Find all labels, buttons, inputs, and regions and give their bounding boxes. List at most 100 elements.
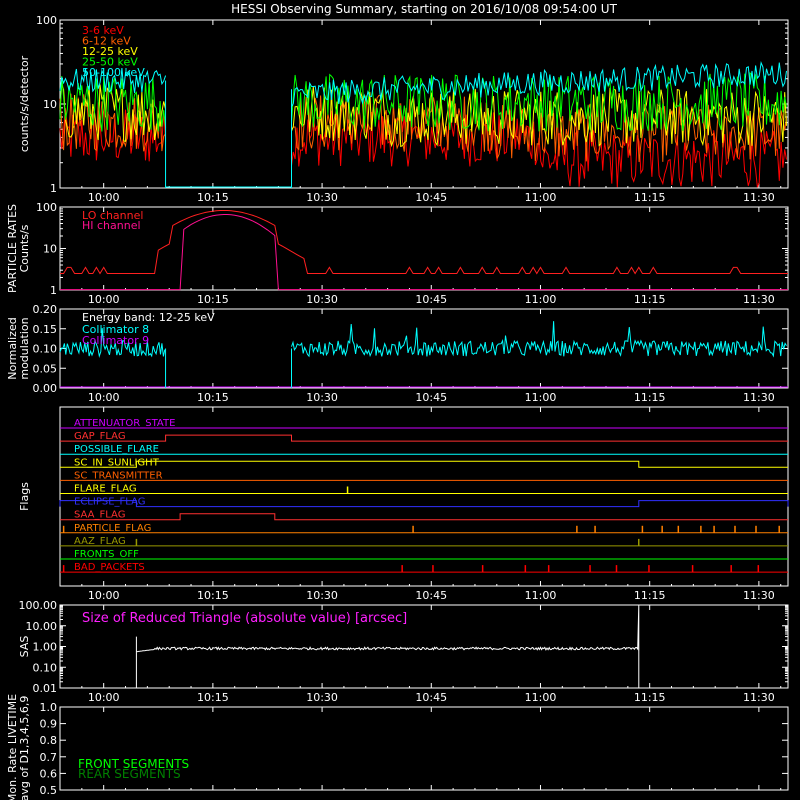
particle-lo-line <box>60 210 788 275</box>
time-tick-label: 11:00 <box>525 391 557 404</box>
time-tick-label: 10:45 <box>415 293 447 306</box>
time-tick-label: 10:30 <box>306 191 338 204</box>
time-tick-label: 10:30 <box>306 691 338 704</box>
y-tick-label: 0.01 <box>33 682 58 695</box>
y-tick-label: 0.8 <box>40 734 58 747</box>
time-tick-label: 11:30 <box>743 293 775 306</box>
time-tick-label: 10:00 <box>88 691 120 704</box>
flag-label: GAP_FLAG <box>74 431 126 442</box>
time-tick-label: 11:30 <box>743 191 775 204</box>
y-tick-label: 0.7 <box>40 751 58 764</box>
flag-label: PARTICLE_FLAG <box>74 523 151 534</box>
flag-line <box>60 460 788 468</box>
time-tick-label: 11:30 <box>743 589 775 602</box>
y-axis-label: counts/s/detector <box>18 55 31 152</box>
flag-label: SC_TRANSMITTER <box>74 470 163 481</box>
time-tick-label: 11:15 <box>634 691 666 704</box>
time-tick-label: 10:45 <box>415 691 447 704</box>
time-tick-label: 10:15 <box>197 191 229 204</box>
panel-frame <box>59 206 789 291</box>
flag-label: AAZ_FLAG <box>74 536 126 547</box>
time-tick-label: 11:15 <box>634 191 666 204</box>
modulation-legend-entry: Collimator 9 <box>82 334 149 347</box>
y-tick-label: 1.0 <box>40 701 58 714</box>
flag-label: FRONTS_OFF <box>74 549 139 560</box>
flag-label: POSSIBLE_FLARE <box>74 444 159 455</box>
y-axis-label-line2: Counts/s <box>18 224 31 272</box>
y-axis-label: Normalized <box>6 317 19 379</box>
flag-label: SAA_FLAG <box>74 510 125 521</box>
y-axis-label: SAS <box>18 636 31 658</box>
flag-label: ATTENUATOR_STATE <box>74 418 175 429</box>
time-tick-label: 10:00 <box>88 293 120 306</box>
y-tick-label: 100.00 <box>19 599 58 612</box>
time-tick-label: 11:30 <box>743 691 775 704</box>
y-tick-label: 1 <box>50 182 57 195</box>
y-tick-label: 0.05 <box>33 362 58 375</box>
sas-annotation: Size of Reduced Triangle (absolute value… <box>82 611 407 626</box>
collimator-8-line <box>59 321 787 358</box>
time-tick-label: 10:15 <box>197 391 229 404</box>
particle-legend-entry: HI channel <box>82 219 141 232</box>
time-tick-label: 11:15 <box>634 391 666 404</box>
modulation-annotation: Energy band: 12-25 keV <box>82 311 215 324</box>
y-tick-label: 10 <box>43 98 57 111</box>
time-tick-label: 10:30 <box>306 293 338 306</box>
time-tick-label: 10:45 <box>415 589 447 602</box>
flag-label: BAD_PACKETS <box>74 562 145 573</box>
time-tick-label: 10:45 <box>415 391 447 404</box>
y-tick-label: 0.10 <box>33 343 58 356</box>
time-tick-label: 10:15 <box>197 589 229 602</box>
y-tick-label: 10.00 <box>26 620 58 633</box>
panel-frame <box>59 706 789 791</box>
time-tick-label: 11:00 <box>525 691 557 704</box>
y-axis-label: Flags <box>18 482 31 511</box>
y-tick-label: 0.9 <box>40 718 58 731</box>
livetime-legend-entry: REAR SEGMENTS <box>78 767 181 781</box>
time-tick-label: 11:30 <box>743 391 775 404</box>
count-rate-legend-entry: 3-6 keV <box>82 24 124 37</box>
time-tick-label: 10:30 <box>306 589 338 602</box>
livetime-legend-entry: FRONT SEGMENTS <box>78 757 189 771</box>
y-axis-label-line2: avg of D1,3,4,5,6,9 <box>18 696 31 800</box>
y-axis-label: PARTICLE RATES <box>6 204 19 293</box>
time-tick-label: 11:00 <box>525 191 557 204</box>
y-tick-label: 0.20 <box>33 303 58 316</box>
time-tick-label: 11:00 <box>525 293 557 306</box>
time-tick-label: 11:15 <box>634 589 666 602</box>
time-tick-label: 10:00 <box>88 589 120 602</box>
y-tick-label: 0.10 <box>33 661 58 674</box>
y-tick-label: 0.5 <box>40 784 58 797</box>
particle-hi-line <box>60 214 788 291</box>
y-axis-label: Mon. Rate LIVETIME <box>6 694 19 800</box>
flag-label: FLARE_FLAG <box>74 484 137 495</box>
time-tick-label: 10:00 <box>88 391 120 404</box>
count-rate-series-line <box>59 72 787 132</box>
flag-label: SC_IN_SUNLIGHT <box>74 457 160 468</box>
figure-title: HESSI Observing Summary, starting on 201… <box>231 2 617 16</box>
flag-line <box>60 434 788 442</box>
count-rate-legend-entry: 50-100 keV <box>82 66 145 79</box>
flag-line <box>60 513 788 521</box>
sas-series-line <box>135 604 640 688</box>
time-tick-label: 10:30 <box>306 391 338 404</box>
y-tick-label: 0.6 <box>40 767 58 780</box>
y-tick-label: 0.15 <box>33 323 58 336</box>
count-rate-legend-entry: 25-50 keV <box>82 56 138 69</box>
time-tick-label: 11:15 <box>634 293 666 306</box>
particle-legend-entry: LO channel <box>82 209 143 222</box>
y-tick-label: 0.00 <box>33 382 58 395</box>
flag-label: ECLIPSE_FLAG <box>74 497 145 508</box>
count-rate-legend-entry: 6-12 keV <box>82 35 131 48</box>
y-tick-label: 1 <box>50 284 57 297</box>
time-tick-label: 11:00 <box>525 589 557 602</box>
count-rate-series-line <box>59 93 787 163</box>
count-rate-series-line <box>59 60 787 107</box>
time-tick-label: 10:45 <box>415 191 447 204</box>
flag-line <box>59 500 789 508</box>
modulation-legend-entry: Collimator 8 <box>82 323 149 336</box>
time-tick-label: 10:15 <box>197 293 229 306</box>
y-tick-label: 1.00 <box>33 641 58 654</box>
time-tick-label: 10:00 <box>88 191 120 204</box>
